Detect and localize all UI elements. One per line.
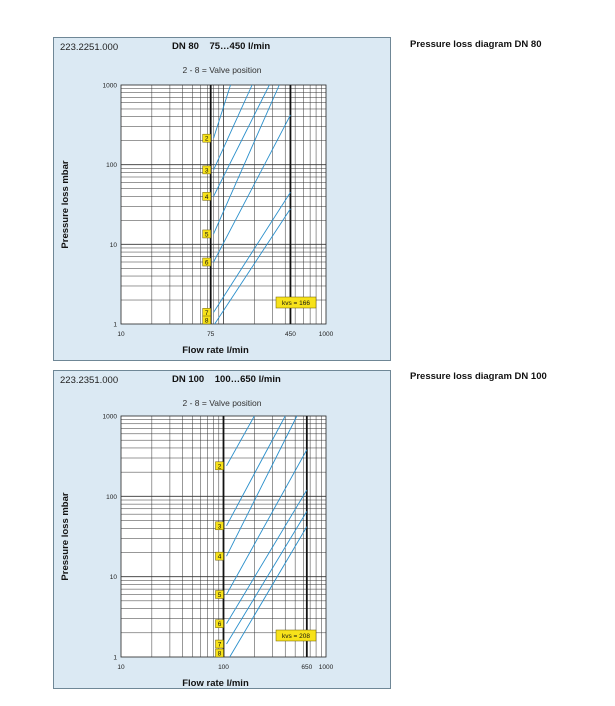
diagram-side-title: Pressure loss diagram DN 100 <box>410 371 547 382</box>
y-tick-label: 1000 <box>103 83 118 90</box>
diagram-subtitle: 2 - 8 = Valve position <box>182 398 262 408</box>
valve-position-badge <box>202 315 211 325</box>
valve-position-badge <box>215 521 224 531</box>
kvs-badge <box>275 629 317 642</box>
y-tick-label: 1000 <box>103 414 118 421</box>
series-line-5 <box>226 449 308 595</box>
valve-position-label: 8 <box>218 651 222 658</box>
valve-position-label: 4 <box>205 194 209 201</box>
valve-position-badge <box>215 590 224 599</box>
valve-position-label: 6 <box>218 621 222 628</box>
x-tick-label: 650 <box>301 664 312 671</box>
x-axis-label: Flow rate l/min <box>182 678 249 689</box>
kvs-label: kvs = 166 <box>282 300 310 307</box>
y-tick-label: 10 <box>110 242 118 249</box>
kvs-badge <box>275 296 317 309</box>
kvs-label: kvs = 208 <box>282 633 310 640</box>
y-axis-label: Pressure loss mbar <box>60 492 71 580</box>
series-line-5 <box>213 84 280 235</box>
x-tick-label: 10 <box>117 664 125 671</box>
series-line-7 <box>226 511 308 645</box>
valve-position-badge <box>202 192 211 201</box>
valve-position-label: 2 <box>205 136 209 143</box>
valve-position-badge <box>215 619 224 628</box>
valve-position-badge <box>215 461 224 471</box>
x-tick-label: 1000 <box>319 331 334 338</box>
diagram-side-title: Pressure loss diagram DN 80 <box>410 39 542 50</box>
series-line-2 <box>226 415 255 467</box>
article-code: 223.2251.000 <box>60 42 119 53</box>
valve-position-label: 2 <box>218 463 222 470</box>
valve-position-badge <box>202 133 211 143</box>
diagram-title: DN 80 75…450 l/min <box>172 41 271 52</box>
y-tick-label: 10 <box>110 574 118 581</box>
valve-position-label: 5 <box>218 592 222 599</box>
series-line-3 <box>213 84 253 171</box>
x-axis-label: Flow rate l/min <box>182 345 249 356</box>
valve-position-label: 3 <box>205 167 209 174</box>
diagram-subtitle: 2 - 8 = Valve position <box>182 65 262 75</box>
valve-position-label: 4 <box>218 554 222 561</box>
valve-position-label: 5 <box>205 231 209 238</box>
x-tick-label: 100 <box>218 664 229 671</box>
series-line-6 <box>226 489 308 624</box>
valve-position-badge <box>215 639 224 649</box>
diagram-panel-dn100: 223.2351.000 DN 100 100…650 l/min 2 - 8 … <box>53 370 391 689</box>
series-line-7 <box>213 192 291 313</box>
article-code: 223.2351.000 <box>60 375 119 386</box>
valve-position-badge <box>215 551 224 561</box>
series-line-4 <box>226 415 298 557</box>
series-line-4 <box>213 84 270 197</box>
valve-position-badge <box>202 229 211 239</box>
valve-position-label: 7 <box>218 642 222 649</box>
diagram-title: DN 100 100…650 l/min <box>172 374 281 385</box>
x-tick-label: 75 <box>207 331 215 338</box>
series-line-3 <box>226 415 286 526</box>
y-tick-label: 1 <box>113 655 117 662</box>
valve-position-label: 7 <box>205 310 209 317</box>
x-tick-label: 10 <box>117 331 125 338</box>
valve-position-badge <box>202 257 211 267</box>
y-tick-label: 1 <box>113 322 117 329</box>
series-line-8 <box>229 526 308 658</box>
y-axis-label: Pressure loss mbar <box>60 160 71 248</box>
series-line-2 <box>213 84 231 139</box>
diagram-panel-dn80: 223.2251.000 DN 80 75…450 l/min 2 - 8 = … <box>53 37 391 361</box>
x-tick-label: 450 <box>285 331 296 338</box>
series-line-6 <box>213 114 291 263</box>
y-tick-label: 100 <box>106 494 117 501</box>
valve-position-label: 8 <box>205 318 209 325</box>
series-line-8 <box>214 208 291 325</box>
valve-position-badge <box>215 648 224 658</box>
valve-position-label: 3 <box>218 523 222 530</box>
x-tick-label: 1000 <box>319 664 334 671</box>
y-tick-label: 100 <box>106 162 117 169</box>
valve-position-badge <box>202 165 211 175</box>
valve-position-label: 6 <box>205 260 209 267</box>
